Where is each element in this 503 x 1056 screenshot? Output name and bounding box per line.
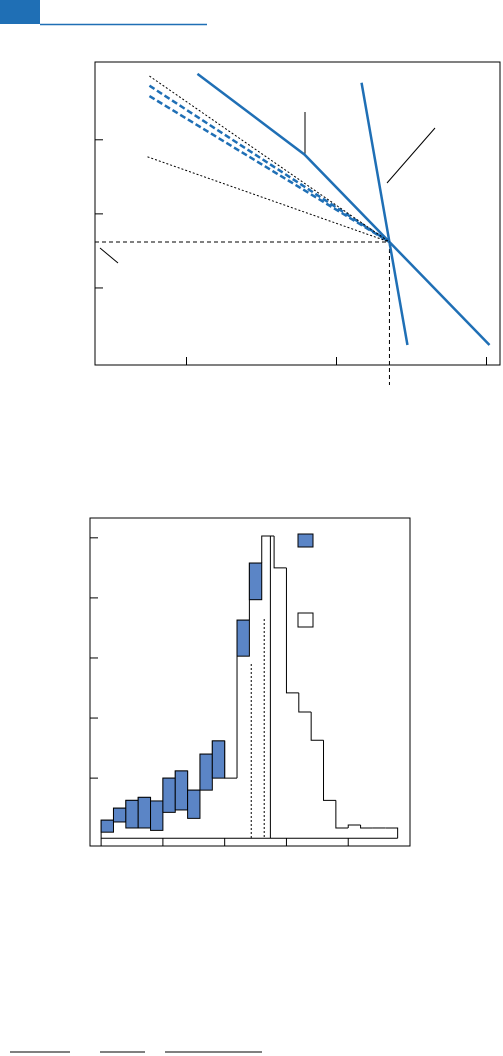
bar-outline bbox=[150, 797, 163, 802]
bar-fill bbox=[311, 740, 324, 839]
bar-fill bbox=[372, 827, 386, 839]
leader-line bbox=[386, 127, 436, 184]
legend-swatch bbox=[297, 533, 314, 548]
bar-fill bbox=[323, 800, 336, 839]
bar-fill bbox=[261, 536, 275, 839]
range-box bbox=[248, 562, 263, 601]
bar-fill bbox=[249, 563, 262, 839]
plot-frame bbox=[94, 61, 501, 366]
range-box bbox=[125, 799, 139, 829]
bar-outline bbox=[310, 712, 324, 741]
series-line bbox=[148, 95, 391, 244]
bar-fill bbox=[286, 692, 299, 839]
range-box bbox=[199, 753, 213, 791]
bar-outline bbox=[323, 740, 336, 801]
range-box bbox=[187, 789, 201, 819]
range-box bbox=[174, 770, 189, 811]
series-line bbox=[196, 72, 491, 346]
bar-outline bbox=[385, 827, 399, 839]
bar-fill bbox=[274, 567, 287, 839]
legend-swatch bbox=[297, 612, 314, 628]
plot-frame bbox=[89, 517, 411, 847]
bar-outline bbox=[360, 824, 373, 829]
bar-outline bbox=[347, 824, 361, 828]
bar-fill bbox=[348, 824, 361, 839]
bar-outline bbox=[224, 740, 238, 779]
bar-fill bbox=[385, 827, 398, 839]
series-line bbox=[148, 84, 391, 244]
range-box bbox=[211, 740, 226, 779]
bar-outline bbox=[187, 770, 200, 791]
range-box bbox=[150, 800, 164, 831]
bar-fill bbox=[298, 712, 312, 839]
series-line bbox=[147, 156, 390, 243]
series-line bbox=[360, 82, 409, 346]
section-tab bbox=[0, 0, 40, 24]
series-line bbox=[149, 75, 390, 243]
range-box bbox=[100, 819, 114, 833]
bar-fill bbox=[237, 620, 250, 839]
bar-outline bbox=[298, 692, 312, 713]
range-box bbox=[112, 807, 127, 823]
bar-outline bbox=[285, 567, 299, 694]
bar-fill bbox=[360, 827, 373, 839]
range-box bbox=[236, 619, 250, 657]
range-box bbox=[162, 777, 176, 813]
range-box bbox=[137, 796, 152, 829]
bar-outline bbox=[273, 536, 287, 569]
bar-outline bbox=[335, 800, 349, 829]
leader-line bbox=[99, 247, 119, 264]
bar-fill bbox=[224, 778, 238, 839]
bar-fill bbox=[335, 827, 349, 839]
